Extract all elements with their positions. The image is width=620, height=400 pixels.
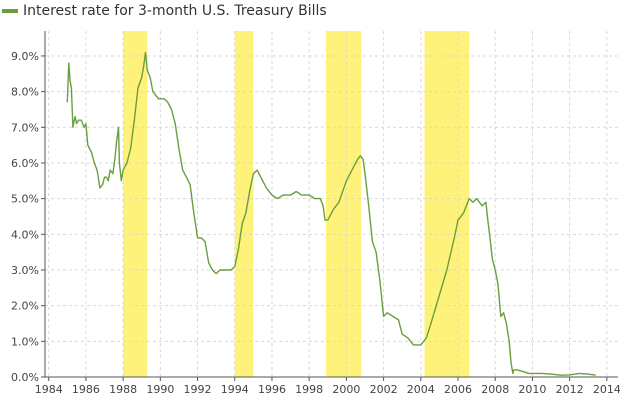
x-tick-label: 1998 <box>295 383 323 396</box>
series-line-1 <box>66 51 596 376</box>
highlight-band-3 <box>325 31 362 377</box>
y-tick-labels: 0.0% 1.0% 2.0% 3.0% 4.0% 5.0% 6.0% 7.0% 8.0% 9.0% <box>11 50 39 384</box>
grid-lines <box>45 31 618 378</box>
y-tick-label: 5.0% <box>11 193 39 206</box>
x-tick-label: 2004 <box>407 383 435 396</box>
x-tick-label: 1990 <box>146 383 174 396</box>
x-tick-label: 1992 <box>184 383 212 396</box>
x-tick-label: 2012 <box>556 383 584 396</box>
y-tick-label: 1.0% <box>11 335 39 348</box>
series-group <box>66 51 596 376</box>
legend-swatch <box>2 9 18 13</box>
x-tick-label: 1986 <box>72 383 100 396</box>
x-tick-label: 2014 <box>593 383 620 396</box>
y-tick-label: 0.0% <box>11 371 39 384</box>
x-tick-label: 1984 <box>35 383 63 396</box>
chart-legend: Interest rate for 3-month U.S. Treasury … <box>2 1 327 21</box>
y-tick-label: 8.0% <box>11 86 39 99</box>
x-tick-labels: 1984 1986 1988 1990 1992 1994 1996 1998 2000 2002… <box>35 383 620 396</box>
highlight-band-4 <box>424 31 470 377</box>
y-tick-label: 6.0% <box>11 157 39 170</box>
y-tick-label: 4.0% <box>11 228 39 241</box>
x-tick-label: 2006 <box>444 383 472 396</box>
x-tick-label: 2002 <box>370 383 398 396</box>
x-tick-label: 1996 <box>258 383 286 396</box>
y-tick-label: 3.0% <box>11 264 39 277</box>
y-tick-label: 2.0% <box>11 300 39 313</box>
x-tick-label: 2008 <box>481 383 509 396</box>
highlight-bands <box>123 31 470 377</box>
x-tick-label: 2010 <box>518 383 546 396</box>
legend-label: Interest rate for 3-month U.S. Treasury … <box>23 3 327 19</box>
y-tick-label: 7.0% <box>11 121 39 134</box>
x-tick-label: 2000 <box>332 383 360 396</box>
highlight-band-1 <box>123 31 148 377</box>
highlight-band-2 <box>234 31 254 377</box>
x-tick-label: 1994 <box>221 383 249 396</box>
axes <box>41 31 618 381</box>
y-tick-label: 9.0% <box>11 50 39 63</box>
x-tick-label: 1988 <box>109 383 137 396</box>
